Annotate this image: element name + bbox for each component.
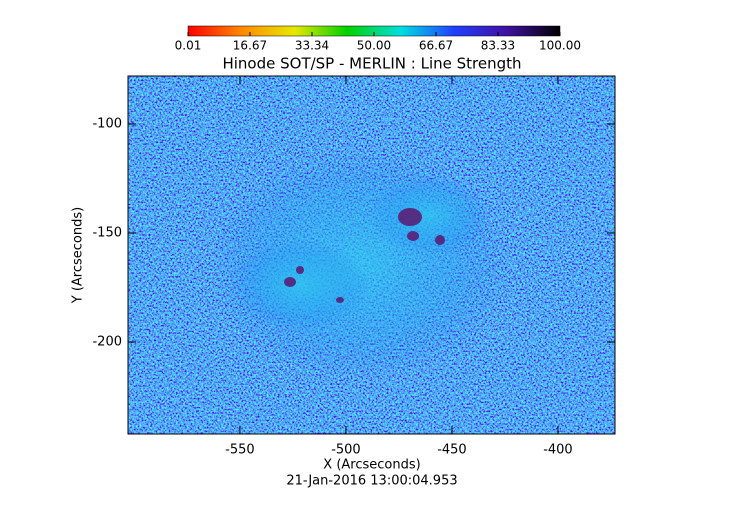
x-tick-label: -500 [331,443,361,458]
solar-image [128,76,615,434]
colorbar-tick-label: 83.33 [481,39,515,53]
colorbar-tick-label: 16.67 [233,39,267,53]
y-tick-label: -100 [92,116,122,131]
x-axis-label: X (Arcseconds) [323,458,420,473]
y-axis-label: Y (Arcseconds) [71,207,86,304]
colorbar-tick-label: 66.67 [419,39,453,53]
chart-title: Hinode SOT/SP - MERLIN : Line Strength [222,55,521,73]
colorbar-tick-label: 33.34 [295,39,329,53]
x-tick-label: -550 [225,443,255,458]
plot-frame [127,75,616,435]
footer-timestamp: 21-Jan-2016 13:00:04.953 [286,474,457,489]
colorbar-tick-label: 0.01 [175,39,202,53]
x-tick-label: -400 [543,443,573,458]
y-tick-label: -150 [92,225,122,240]
x-tick-label: -450 [437,443,467,458]
colorbar-tick-label: 50.00 [357,39,391,53]
colorbar-tick-label: 100.00 [539,39,581,53]
y-tick-label: -200 [92,334,122,349]
